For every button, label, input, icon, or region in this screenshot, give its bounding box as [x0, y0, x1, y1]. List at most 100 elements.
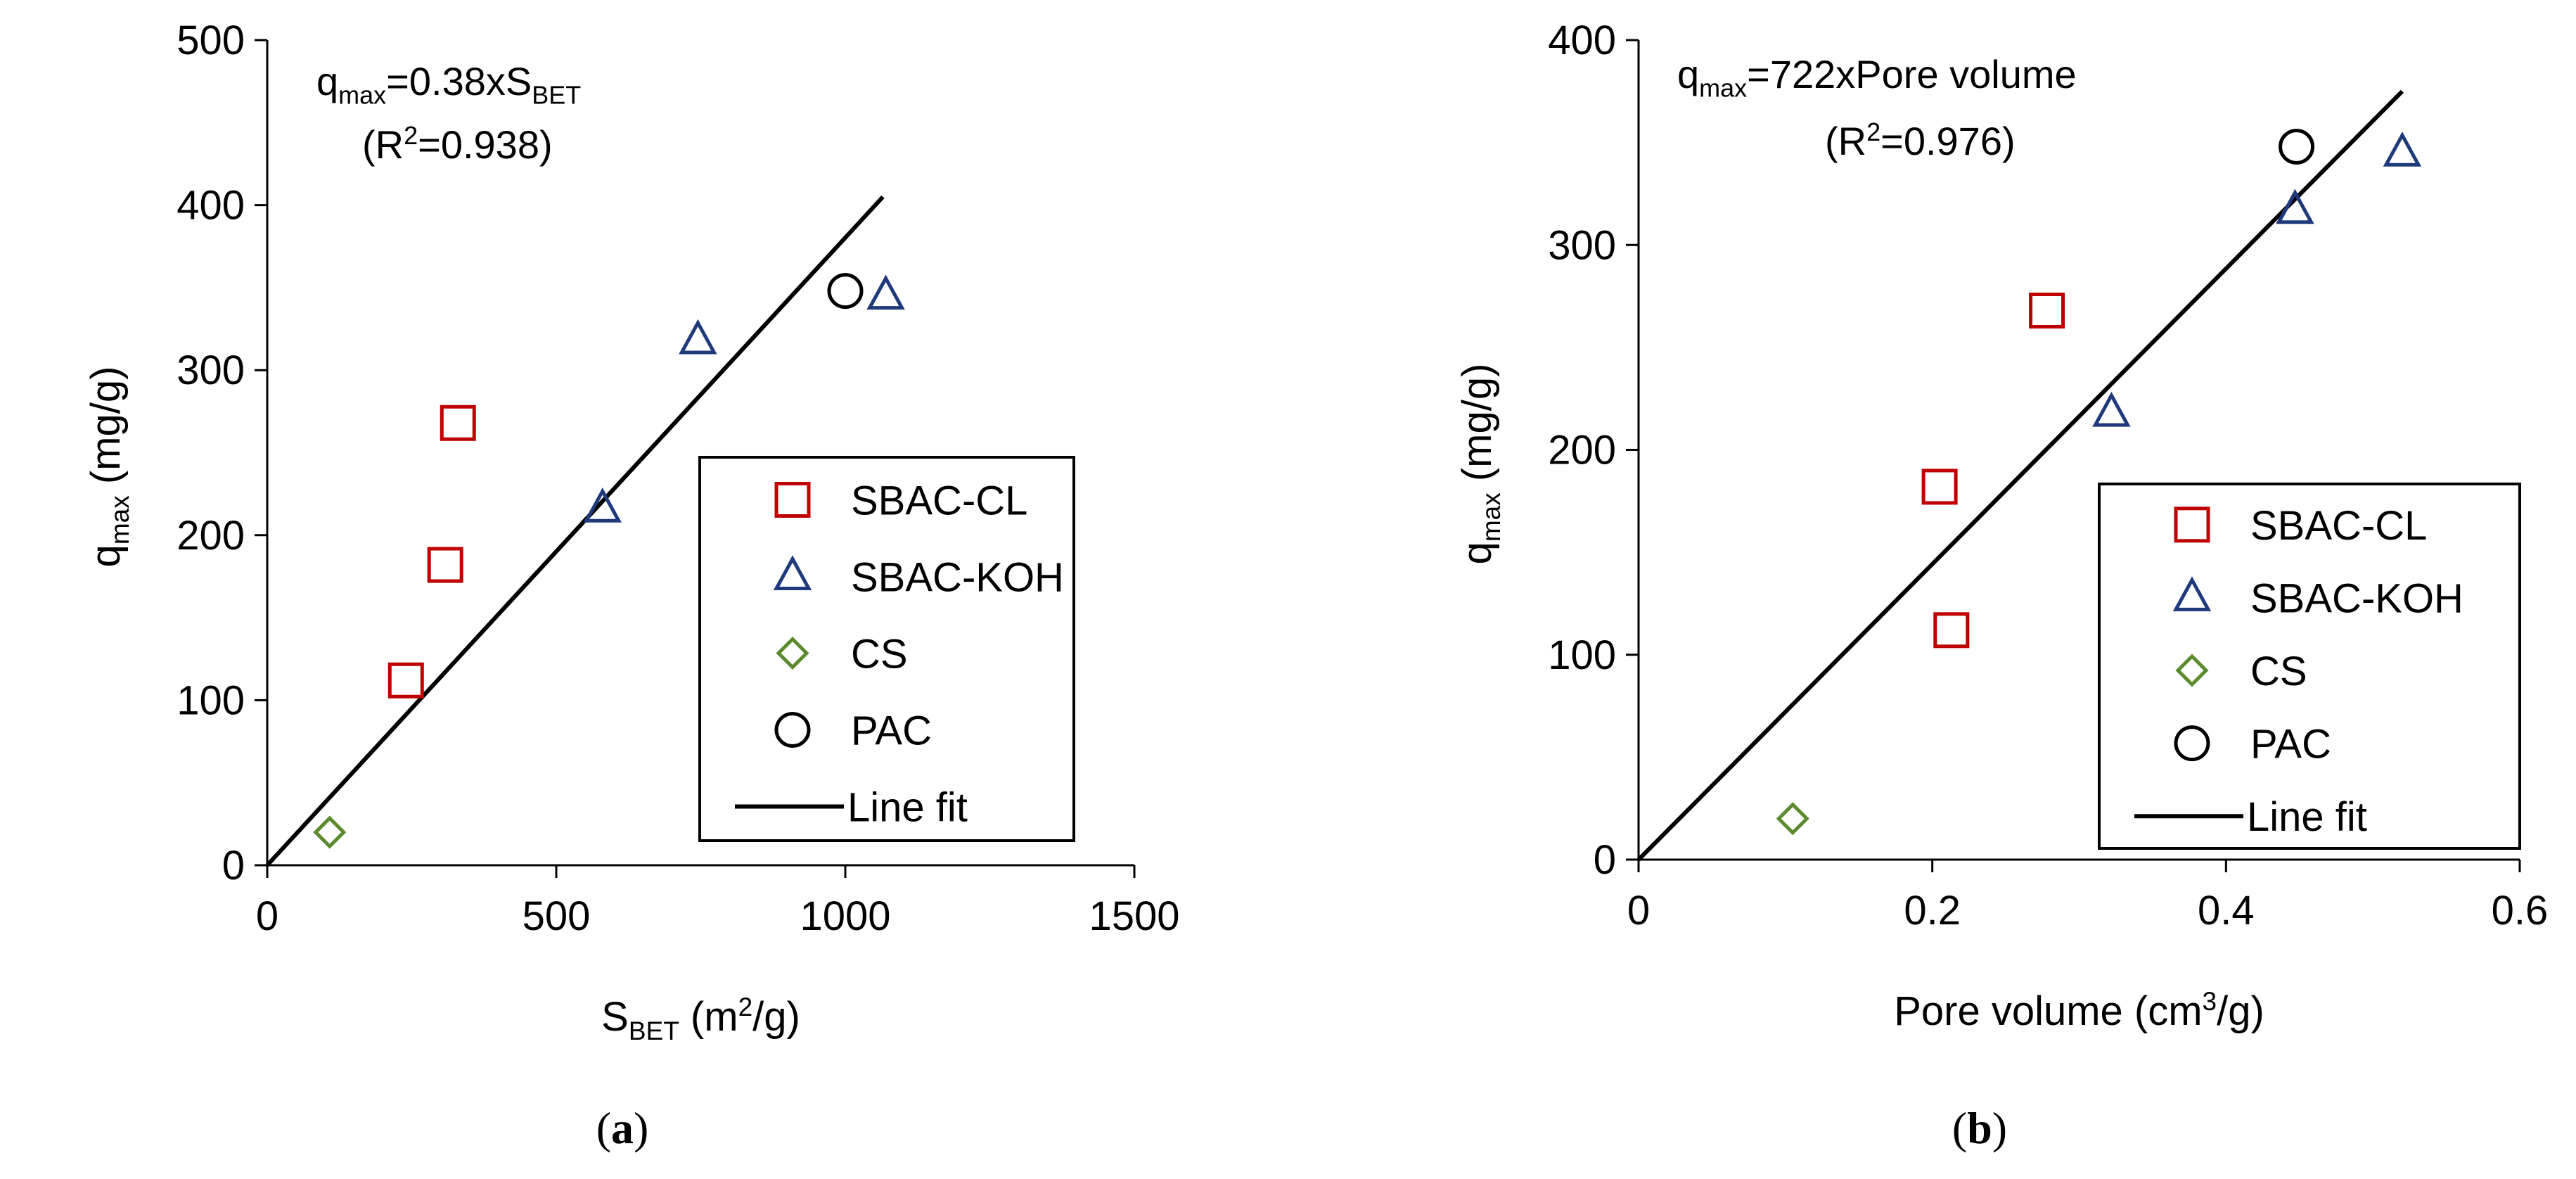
r-squared-label-part: (R: [1825, 119, 1866, 163]
legend-marker-sbac-koh: [773, 555, 812, 590]
x-axis-title: Pore volume (cm3​/g): [1894, 987, 2264, 1034]
data-point-sbac-koh: [866, 274, 905, 310]
x-axis-title-sup: 2: [738, 993, 753, 1021]
panel-label-paren: (: [1952, 1103, 1967, 1153]
x-axis-title-part: S: [601, 994, 629, 1040]
y-tick-label: 200: [177, 513, 245, 559]
fit-equation-sub: max: [338, 80, 386, 109]
fit-equation-part: =722xPore volume: [1747, 52, 2077, 96]
y-tick-label: 400: [1548, 18, 1616, 63]
data-point-sbac-cl: [2029, 292, 2065, 329]
r-squared-label: (R2​=0.938): [362, 121, 553, 167]
panel-label-paren: ): [1992, 1103, 2007, 1153]
fit-equation-part: q: [316, 59, 338, 103]
y-tick-label: 0: [222, 843, 245, 888]
x-tick-label: 0: [1627, 888, 1650, 933]
y-axis-title-part: (mg/g): [83, 367, 129, 496]
legend-box: [698, 456, 1075, 842]
x-axis-title-sub: BET: [629, 1017, 679, 1045]
x-tick-label: 500: [523, 893, 591, 939]
x-axis-title-part: Pore volume (cm: [1894, 988, 2202, 1034]
legend-marker-sbac-cl: [2174, 506, 2210, 543]
legend-marker-pac: [774, 712, 811, 748]
data-point-sbac-cl: [427, 547, 463, 583]
x-tick-label: 0.6: [2492, 888, 2549, 933]
panel-b: 0 0.2 0.4 0.6 0 100 200 300 400 Pore volume (cm3​…: [1454, 18, 2548, 1153]
data-point-sbac-koh: [583, 487, 622, 523]
y-axis-title-part: (mg/g): [1454, 364, 1500, 493]
data-point-sbac-cl: [1921, 469, 1958, 505]
y-tick-label: 100: [1548, 632, 1616, 678]
fit-equation-sub: max: [1699, 73, 1747, 102]
x-axis-title-sup: 3: [2203, 987, 2217, 1016]
panel-label-paren: ): [634, 1103, 648, 1153]
fit-line: [1636, 89, 2404, 862]
fit-equation: qmax​=722xPore volume: [1677, 52, 2077, 102]
x-axis-title-part: /g): [2217, 988, 2264, 1034]
r-squared-label-part: =0.976): [1880, 119, 2016, 163]
data-point-sbac-cl: [440, 404, 476, 441]
panel-label-letter: a: [611, 1103, 634, 1153]
data-point-cs: [313, 815, 347, 849]
panel-a: 0 500 1000 1500 0 100 200 300 400 500 SBET​ (m2​/g…: [83, 18, 1180, 1153]
legend-label: CS: [2250, 649, 2307, 694]
y-tick-label: 100: [177, 677, 245, 723]
legend-box: [2098, 483, 2521, 850]
data-point-sbac-koh: [2092, 391, 2131, 427]
data-point-pac: [827, 273, 864, 310]
legend-label: PAC: [851, 708, 932, 754]
fit-equation-part: q: [1677, 52, 1699, 96]
legend-label: Line fit: [847, 785, 968, 831]
data-point-pac: [2279, 128, 2315, 165]
data-point-sbac-koh: [679, 319, 717, 355]
y-tick-label: 300: [1548, 222, 1616, 268]
y-tick-label: 400: [177, 183, 245, 229]
legend-marker-sbac-koh: [2172, 576, 2212, 611]
data-point-cs: [1776, 802, 1809, 836]
r-squared-label-sup: 2: [404, 121, 418, 150]
legend-marker-cs: [776, 636, 809, 670]
y-axis-title: qmax​ (mg/g): [1454, 364, 1506, 565]
fit-equation: qmax​=0.38xSBET​: [316, 59, 581, 109]
x-tick-label: 1500: [1089, 893, 1179, 939]
data-point-sbac-koh: [2276, 189, 2314, 224]
legend-marker-sbac-cl: [774, 482, 811, 518]
y-axis-title-part: q: [1454, 542, 1500, 564]
legend-label: Line fit: [2247, 794, 2367, 840]
x-axis-title-part: /g): [752, 994, 800, 1040]
y-tick-label: 0: [1594, 837, 1616, 883]
legend-marker-cs: [2175, 654, 2209, 687]
r-squared-label-sup: 2: [1866, 117, 1880, 146]
y-tick-label: 200: [1548, 428, 1616, 473]
x-tick-label: 0: [256, 893, 278, 939]
legend-label: PAC: [2250, 722, 2331, 767]
y-tick-label: 500: [177, 18, 245, 63]
legend-label: SBAC-KOH: [2250, 575, 2463, 621]
panel-label: (b): [1952, 1103, 2007, 1153]
data-point-sbac-cl: [1933, 612, 1970, 649]
panel-label-letter: b: [1967, 1103, 1992, 1153]
x-tick-label: 0.4: [2198, 888, 2255, 933]
y-axis-title-part: q: [83, 544, 129, 567]
r-squared-label: (R2​=0.976): [1825, 117, 2016, 163]
x-tick-label: 1000: [800, 893, 890, 939]
y-axis-title: qmax​ (mg/g): [83, 367, 134, 568]
legend-marker-pac: [2174, 725, 2210, 762]
x-axis-title: SBET​ (m2​/g): [601, 993, 800, 1045]
x-axis-title-part: (m: [679, 994, 738, 1040]
x-tick-label: 0.2: [1904, 888, 1961, 933]
legend-label: SBAC-KOH: [851, 555, 1064, 601]
y-axis-title-sub: max: [105, 495, 134, 544]
data-point-sbac-koh: [2383, 131, 2422, 167]
fit-equation-sub: BET: [532, 80, 581, 109]
legend-label: SBAC-CL: [2250, 503, 2427, 549]
r-squared-label-part: =0.938): [418, 122, 553, 167]
y-axis-title-sub: max: [1477, 492, 1506, 542]
panel-label: (a): [596, 1103, 649, 1153]
legend-label: SBAC-CL: [851, 478, 1027, 524]
fit-equation-part: =0.38xS: [386, 59, 532, 103]
r-squared-label-part: (R: [362, 122, 404, 167]
data-point-sbac-cl: [387, 662, 424, 699]
y-tick-label: 300: [177, 348, 245, 393]
